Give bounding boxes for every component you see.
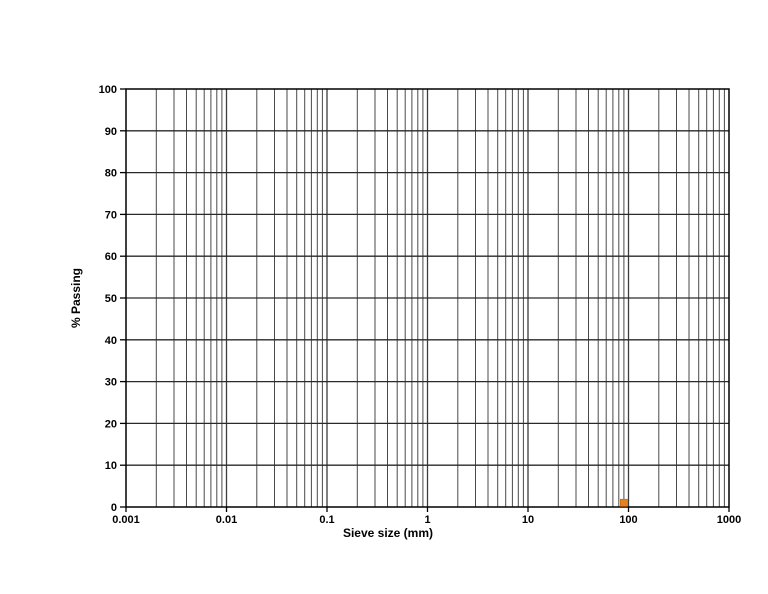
data-series-sieve-sample: [620, 498, 628, 507]
y-tick-label: 90: [105, 126, 117, 138]
data-point-marker: [620, 498, 628, 507]
x-axis-ticks: [125, 507, 730, 512]
y-axis-ticks: [120, 88, 126, 508]
y-tick-labels: 0 10 20 30 40 50 60 70 80 90 100: [99, 84, 117, 514]
y-tick-label: 0: [111, 502, 117, 514]
y-tick-label: 20: [105, 418, 117, 430]
x-tick-label: 0.01: [216, 514, 237, 526]
x-tick-label: 1: [424, 514, 430, 526]
x-tick-label: 0.1: [319, 514, 334, 526]
y-tick-label: 10: [105, 460, 117, 472]
y-axis-title: % Passing: [69, 267, 83, 329]
y-tick-label: 50: [105, 293, 117, 305]
x-tick-label: 10: [522, 514, 534, 526]
y-tick-label: 100: [99, 84, 117, 96]
y-gridlines: [126, 130, 729, 466]
y-tick-label: 30: [105, 377, 117, 389]
y-tick-label: 80: [105, 168, 117, 180]
y-tick-label: 40: [105, 335, 117, 347]
x-tick-labels: 0.001 0.01 0.1 1 10 100 1000: [112, 514, 741, 526]
x-tick-label: 0.001: [112, 514, 140, 526]
x-axis-title: Sieve size (mm): [342, 526, 434, 540]
x-tick-label: 100: [619, 514, 637, 526]
x-tick-label: 1000: [717, 514, 741, 526]
y-tick-label: 70: [105, 209, 117, 221]
y-tick-label: 60: [105, 251, 117, 263]
